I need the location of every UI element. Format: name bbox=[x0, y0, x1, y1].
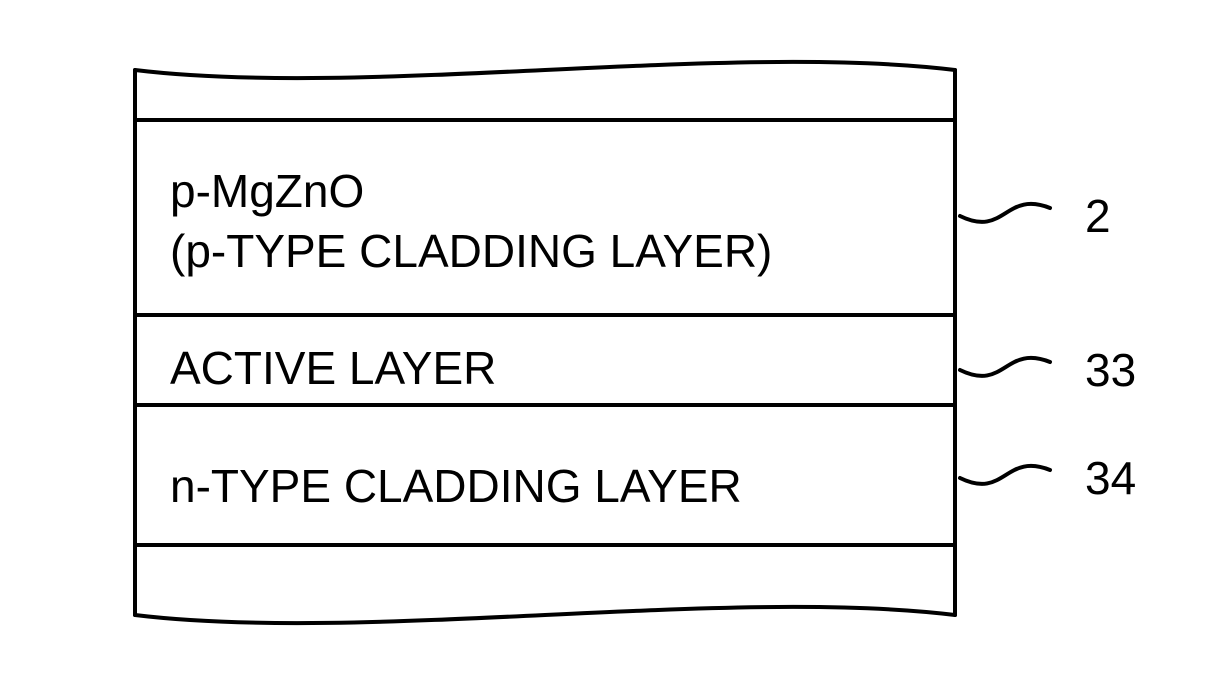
p-cladding-label-line-0: p-MgZnO bbox=[170, 165, 364, 217]
n-cladding-label-line-0: n-TYPE CLADDING LAYER bbox=[170, 460, 742, 512]
active-ref-number: 33 bbox=[1085, 344, 1136, 396]
reference-labels: 2 33 34 bbox=[960, 190, 1136, 504]
p-cladding-ref-number: 2 bbox=[1085, 190, 1111, 242]
active-leader bbox=[960, 358, 1050, 376]
n-cladding-leader bbox=[960, 466, 1050, 484]
layer-labels: p-MgZnO (p-TYPE CLADDING LAYER) ACTIVE LAY… bbox=[170, 165, 772, 512]
n-cladding-ref-number: 34 bbox=[1085, 452, 1136, 504]
layer-stack-diagram: p-MgZnO (p-TYPE CLADDING LAYER) ACTIVE LAY… bbox=[0, 0, 1226, 699]
p-cladding-leader bbox=[960, 204, 1050, 222]
p-cladding-label-line-1: (p-TYPE CLADDING LAYER) bbox=[170, 225, 772, 277]
active-label-line-0: ACTIVE LAYER bbox=[170, 342, 496, 394]
